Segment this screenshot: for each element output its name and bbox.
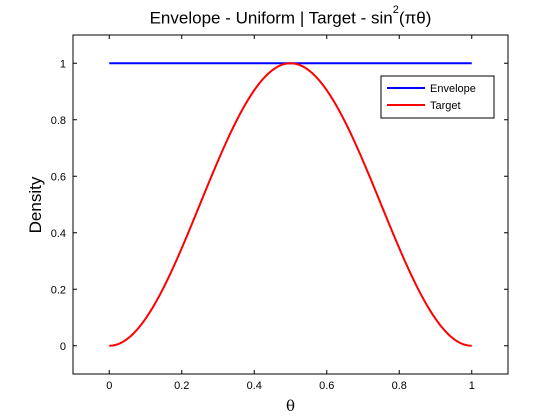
legend-label-target: Target	[430, 100, 461, 112]
series-line-target	[109, 62, 472, 347]
y-tick-label: 0.4	[51, 228, 66, 240]
x-tick-label: 0.6	[319, 380, 334, 392]
x-axis-ticks: 0 0.2 0.4 0.6 0.8 1	[106, 35, 475, 392]
x-tick-label: 0.4	[247, 380, 262, 392]
y-axis-ticks: 0 0.2 0.4 0.6 0.8 1	[51, 58, 508, 353]
chart-title-superscript: 2	[392, 4, 399, 16]
series-group	[109, 62, 472, 347]
chart-title-argument: (πθ)	[398, 8, 432, 28]
chart-title-main: Envelope - Uniform | Target - sin	[149, 8, 393, 28]
x-tick-label: 0	[106, 380, 112, 392]
legend: Envelope Target	[380, 75, 495, 119]
y-tick-label: 1	[60, 58, 66, 70]
chart-title: Envelope - Uniform | Target - sin2(πθ)	[73, 4, 508, 29]
legend-box	[380, 75, 495, 119]
legend-label-envelope: Envelope	[430, 83, 476, 95]
y-axis-label: Density	[26, 176, 45, 234]
x-axis-label: θ	[285, 397, 296, 415]
x-tick-label: 0.8	[392, 380, 407, 392]
y-tick-label: 0.2	[51, 284, 66, 296]
y-tick-label: 0.6	[51, 171, 66, 183]
x-tick-label: 1	[469, 380, 475, 392]
y-tick-label: 0.8	[51, 115, 66, 127]
y-tick-label: 0	[60, 341, 66, 353]
x-tick-label: 0.2	[174, 380, 189, 392]
